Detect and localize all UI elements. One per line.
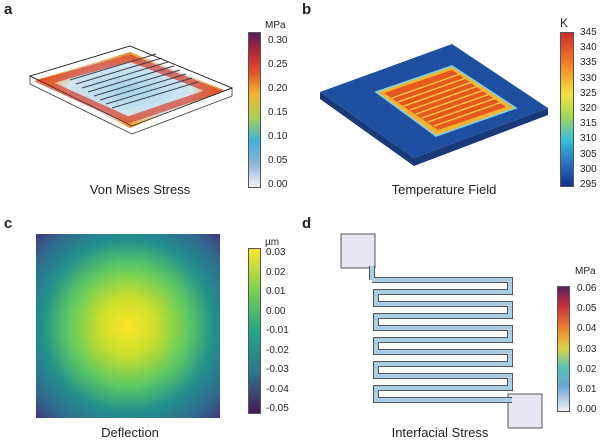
caption-a: Von Mises Stress xyxy=(89,182,191,197)
colorbar-tick-label: 0.03 xyxy=(266,247,286,258)
colorbar-tick-label: -0.04 xyxy=(266,383,289,395)
colorbar-tick-label: 335 xyxy=(580,57,597,69)
colorbar-tick-label: 310 xyxy=(580,133,597,145)
colorbar-tick-label: 0.01 xyxy=(266,286,286,297)
caption-d: Interfacial Stress xyxy=(391,425,489,440)
colorbar-tick-label: 0.30 xyxy=(268,35,288,46)
colorbar-tick-label: 340 xyxy=(580,42,597,54)
colorbar-tick-label: 0.10 xyxy=(268,131,288,142)
colorbar-tick-label: 0.01 xyxy=(577,383,597,395)
colorbar-tick-label: -0.02 xyxy=(266,344,289,356)
interfacial-stress-path xyxy=(340,233,543,429)
colorbar-a xyxy=(248,32,261,188)
colorbar-b xyxy=(560,32,574,187)
colorbar-tick-label: -0.03 xyxy=(266,364,289,375)
colorbar-tick-label: 0.00 xyxy=(577,404,597,415)
panel-letter-c: c xyxy=(4,215,13,232)
deflection-map xyxy=(36,234,220,418)
colorbar-tick-label: 0.20 xyxy=(268,83,288,94)
colorbar-tick-label: 0.05 xyxy=(577,303,597,315)
colorbar-tick-label: 325 xyxy=(580,87,597,99)
colorbar-tick-label: 345 xyxy=(580,27,597,38)
colorbar-b-unit: K xyxy=(560,16,569,30)
colorbar-tick-label: 0.04 xyxy=(577,323,597,335)
colorbar-tick-label: 300 xyxy=(580,163,597,175)
temperature-plate xyxy=(320,44,548,166)
colorbar-tick-label: 0.00 xyxy=(268,179,288,190)
colorbar-a-unit: MPa xyxy=(265,20,286,31)
colorbar-tick-label: 295 xyxy=(580,179,597,190)
colorbar-c-unit: µm xyxy=(265,237,280,248)
colorbar-tick-label: 305 xyxy=(580,148,597,160)
colorbar-tick-label: 0.02 xyxy=(577,363,597,375)
colorbar-d-unit: MPa xyxy=(575,266,596,277)
colorbar-tick-label: 0.15 xyxy=(268,107,288,118)
colorbar-tick-label: 0.02 xyxy=(266,266,286,278)
colorbar-tick-label: 330 xyxy=(580,72,597,84)
colorbar-tick-label: 320 xyxy=(580,103,597,114)
colorbar-tick-label: -0.01 xyxy=(266,325,289,336)
colorbar-tick-label: 0.25 xyxy=(268,59,288,70)
caption-b: Temperature Field xyxy=(391,182,497,197)
panel-letter-d: d xyxy=(302,215,312,232)
colorbar-tick-label: 0.00 xyxy=(266,305,286,317)
colorbar-tick-label: 315 xyxy=(580,118,597,130)
colorbar-c xyxy=(248,248,261,414)
von-mises-plate xyxy=(28,45,234,135)
colorbar-d xyxy=(557,286,570,412)
colorbar-tick-label: 0.05 xyxy=(268,155,288,166)
colorbar-tick-label: 0.03 xyxy=(577,343,597,355)
panel-letter-a: a xyxy=(4,1,13,18)
colorbar-tick-label: 0.06 xyxy=(577,283,597,294)
colorbar-tick-label: -0.05 xyxy=(266,403,289,414)
caption-c: Deflection xyxy=(101,425,159,440)
panel-letter-b: b xyxy=(302,1,312,18)
